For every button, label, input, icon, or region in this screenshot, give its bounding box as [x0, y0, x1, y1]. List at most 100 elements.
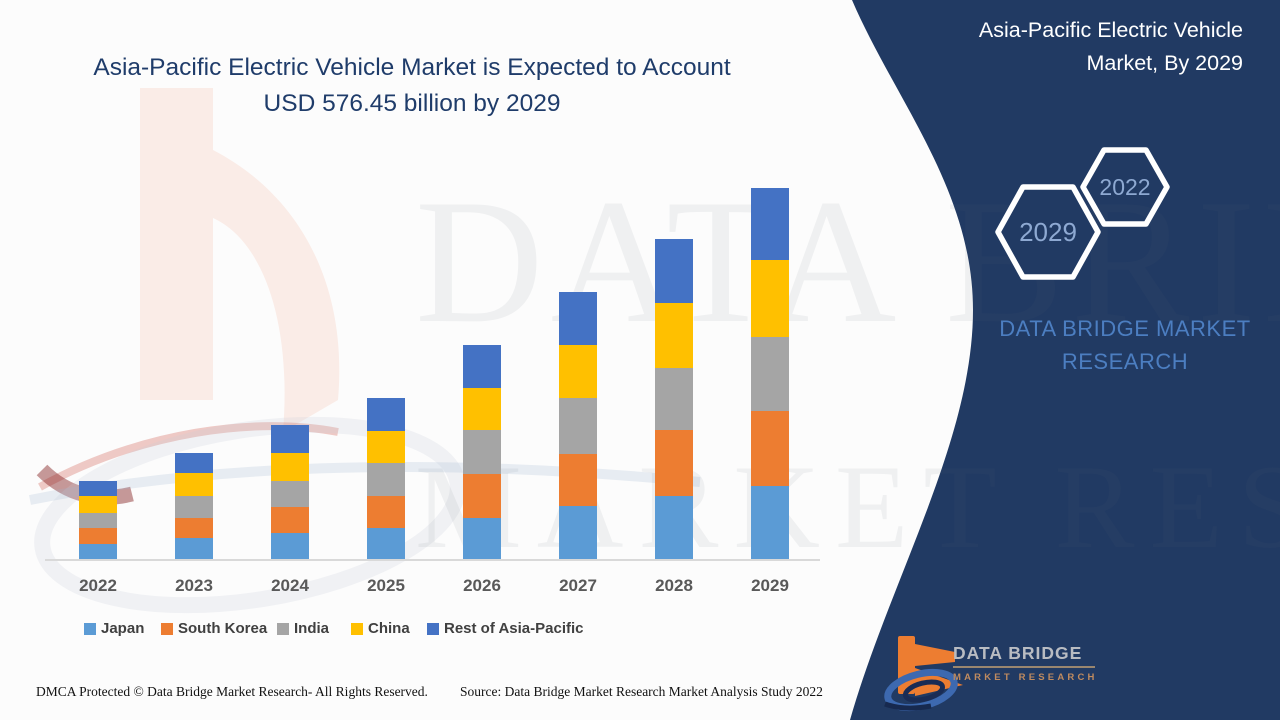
page-title-line2: USD 576.45 billion by 2029 — [263, 90, 561, 117]
year-label-2027: 2027 — [559, 576, 597, 595]
panel-title-line2: Market, By 2029 — [1086, 51, 1243, 75]
bar-segment-2024-japan — [271, 532, 309, 559]
bar-segment-2028-south-korea — [655, 430, 693, 496]
bar-segment-2027-china — [559, 345, 597, 399]
legend-swatch — [277, 622, 289, 635]
bar-segment-2026-china — [463, 387, 501, 430]
bar-segment-2023-japan — [175, 538, 213, 559]
bar-segment-2022-india — [79, 512, 117, 528]
year-label-2024: 2024 — [271, 576, 309, 595]
bar-segment-2025-japan — [367, 527, 405, 559]
footer-source: Source: Data Bridge Market Research Mark… — [460, 684, 823, 699]
bar-segment-2026-india — [463, 429, 501, 474]
legend-item-rest-of-asia-pacific: Rest of Asia-Pacific — [427, 620, 584, 637]
page-title: Asia-Pacific Electric Vehicle Market is … — [30, 50, 794, 122]
x-axis-labels: 2022 2023 2024 2025 2026 2027 2028 2029 — [0, 576, 900, 600]
legend-swatch — [161, 622, 173, 635]
bar-segment-2028-japan — [655, 495, 693, 559]
legend-swatch — [84, 622, 96, 635]
stacked-bar-chart — [45, 178, 820, 561]
hexagon-2029-label: 2029 — [1019, 217, 1077, 247]
bar-segment-2028-india — [655, 368, 693, 431]
legend-item-india: India — [277, 620, 329, 637]
bar-segment-2023-south-korea — [175, 517, 213, 538]
year-label-2023: 2023 — [175, 576, 213, 595]
bar-2025 — [367, 397, 405, 559]
company-logo — [884, 636, 963, 712]
side-panel-shape — [850, 0, 1280, 720]
year-hexagons — [995, 147, 1170, 280]
logo-subtitle: MARKET RESEARCH — [953, 672, 1098, 683]
bar-2022 — [79, 481, 117, 559]
bar-segment-2023-rest-of-asia-pacific — [175, 453, 213, 474]
bar-segment-2023-china — [175, 473, 213, 496]
bar-segment-2024-south-korea — [271, 506, 309, 533]
bar-segment-2027-south-korea — [559, 454, 597, 506]
year-label-2028: 2028 — [655, 576, 693, 595]
year-label-2029: 2029 — [751, 576, 789, 595]
footer-dmca: DMCA Protected © Data Bridge Market Rese… — [36, 684, 428, 699]
bar-segment-2023-india — [175, 495, 213, 518]
logo-b-arm — [915, 644, 955, 666]
logo-swirl-tail — [884, 701, 932, 711]
year-label-2022: 2022 — [79, 576, 117, 595]
page-title-line1: Asia-Pacific Electric Vehicle Market is … — [93, 54, 731, 81]
bar-segment-2027-rest-of-asia-pacific — [559, 292, 597, 346]
bar-segment-2024-rest-of-asia-pacific — [271, 425, 309, 453]
bar-segment-2028-china — [655, 303, 693, 369]
panel-title: Asia-Pacific Electric Vehicle Market, By… — [979, 14, 1243, 80]
bar-segment-2022-rest-of-asia-pacific — [79, 481, 117, 496]
bar-segment-2025-china — [367, 431, 405, 463]
bar-segment-2025-india — [367, 462, 405, 496]
bar-segment-2025-south-korea — [367, 496, 405, 528]
bar-segment-2029-china — [751, 260, 789, 338]
hexagon-2022-label: 2022 — [1099, 174, 1151, 200]
bar-2023 — [175, 453, 213, 559]
bar-segment-2024-china — [271, 453, 309, 481]
bar-segment-2024-india — [271, 480, 309, 507]
bar-segment-2029-rest-of-asia-pacific — [751, 188, 789, 261]
legend-item-japan: Japan — [84, 620, 144, 637]
legend-item-china: China — [351, 620, 410, 637]
legend-label: China — [368, 620, 410, 637]
bar-2026 — [463, 344, 501, 559]
bar-segment-2026-japan — [463, 517, 501, 559]
bar-segment-2025-rest-of-asia-pacific — [367, 397, 405, 431]
year-label-2026: 2026 — [463, 576, 501, 595]
legend-swatch — [427, 622, 439, 635]
panel-title-line1: Asia-Pacific Electric Vehicle — [978, 18, 1243, 42]
legend-swatch — [351, 622, 363, 635]
bar-segment-2026-south-korea — [463, 473, 501, 518]
bar-2029 — [751, 188, 789, 559]
legend-label: Rest of Asia-Pacific — [444, 620, 584, 637]
legend-label: Japan — [101, 620, 145, 637]
panel-brand-line1: DATA BRIDGE MARKET — [999, 316, 1251, 341]
bar-2024 — [271, 425, 309, 559]
bar-2028 — [655, 239, 693, 559]
hexagon-2029 — [995, 184, 1101, 280]
legend-label: South Korea — [178, 620, 268, 637]
side-panel-background — [850, 0, 1280, 720]
legend-label: India — [294, 620, 330, 637]
logo-underline — [953, 666, 1095, 668]
bar-segment-2026-rest-of-asia-pacific — [463, 344, 501, 388]
hexagon-2022 — [1080, 147, 1170, 227]
bar-segment-2027-japan — [559, 506, 597, 559]
bar-segment-2022-china — [79, 495, 117, 513]
bar-segment-2022-south-korea — [79, 527, 117, 544]
panel-brand-line2: RESEARCH — [1061, 349, 1189, 374]
chart-legend: Japan South Korea India China Rest of Asia-P… — [0, 620, 860, 640]
bar-2027 — [559, 292, 597, 559]
logo-name: DATA BRIDGE — [953, 643, 1083, 663]
bar-segment-2022-japan — [79, 543, 117, 559]
bar-segment-2028-rest-of-asia-pacific — [655, 239, 693, 304]
year-label-2025: 2025 — [367, 576, 405, 595]
panel-brand-text: DATA BRIDGE MARKET RESEARCH — [975, 312, 1275, 378]
logo-swirl-inner — [902, 679, 946, 703]
bar-segment-2027-india — [559, 398, 597, 454]
legend-item-south-korea: South Korea — [161, 620, 267, 637]
bar-segment-2029-india — [751, 337, 789, 412]
bar-segment-2029-south-korea — [751, 411, 789, 486]
bar-segment-2029-japan — [751, 486, 789, 559]
